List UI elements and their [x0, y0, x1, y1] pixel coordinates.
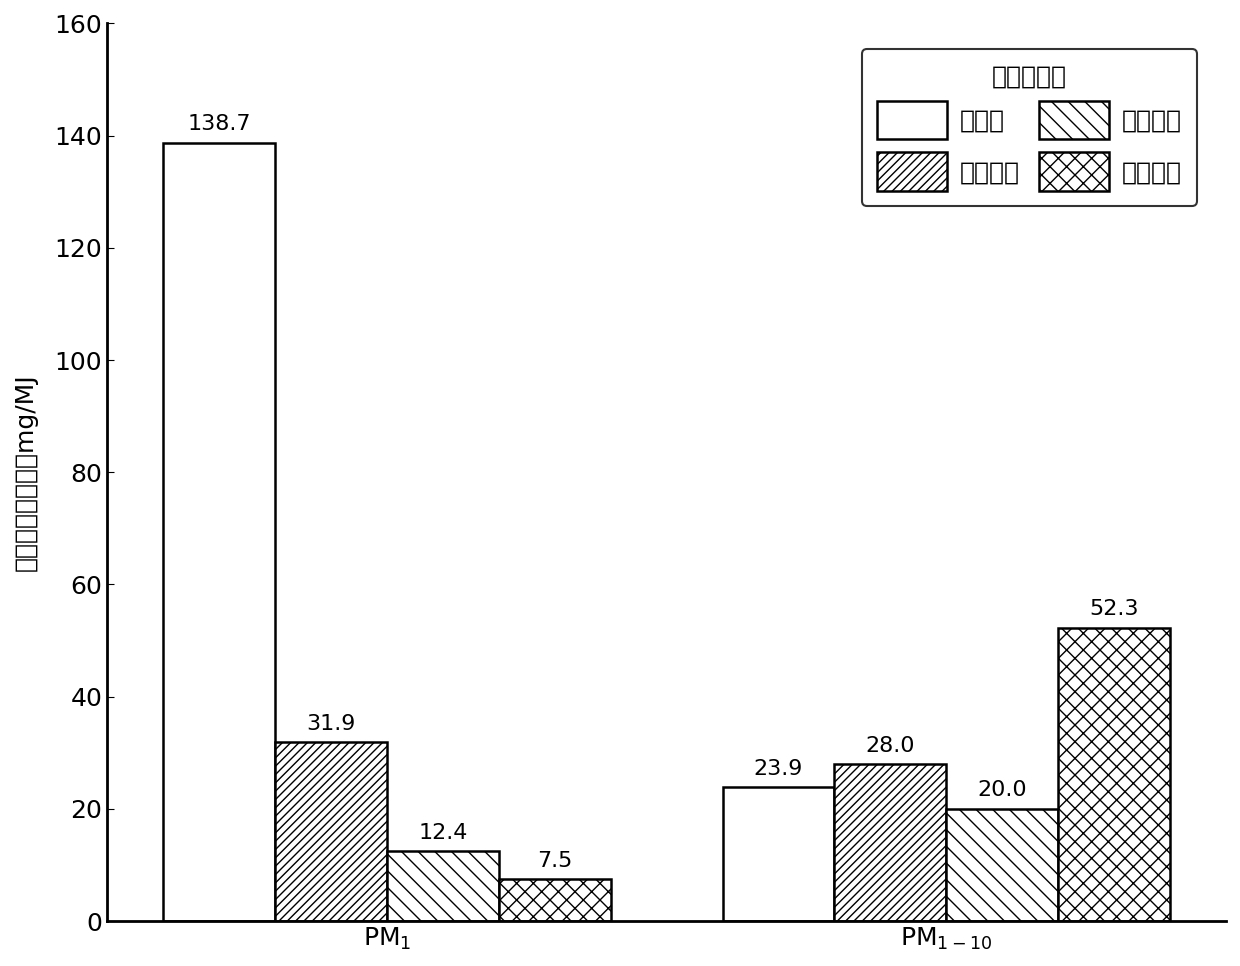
Text: 7.5: 7.5 — [537, 850, 573, 870]
Bar — [387, 851, 498, 921]
Y-axis label: 细颗粒物生成量，mg/MJ: 细颗粒物生成量，mg/MJ — [14, 373, 38, 571]
Text: 138.7: 138.7 — [187, 115, 250, 134]
Bar — [946, 809, 1058, 921]
Text: 20.0: 20.0 — [977, 781, 1027, 801]
Text: 52.3: 52.3 — [1090, 599, 1140, 619]
Text: 28.0: 28.0 — [866, 735, 915, 755]
Bar — [164, 143, 275, 921]
Bar — [723, 787, 835, 921]
Text: 12.4: 12.4 — [418, 823, 467, 843]
Text: 23.9: 23.9 — [754, 758, 804, 779]
Bar — [1058, 628, 1171, 921]
Bar — [835, 764, 946, 921]
Bar — [275, 742, 387, 921]
Text: 31.9: 31.9 — [306, 714, 356, 733]
Legend: 不处理, 水洗烘焙, 烘焙水洗, 水热碳化: 不处理, 水洗烘焙, 烘焙水洗, 水热碳化 — [862, 49, 1197, 206]
Bar — [498, 879, 610, 921]
